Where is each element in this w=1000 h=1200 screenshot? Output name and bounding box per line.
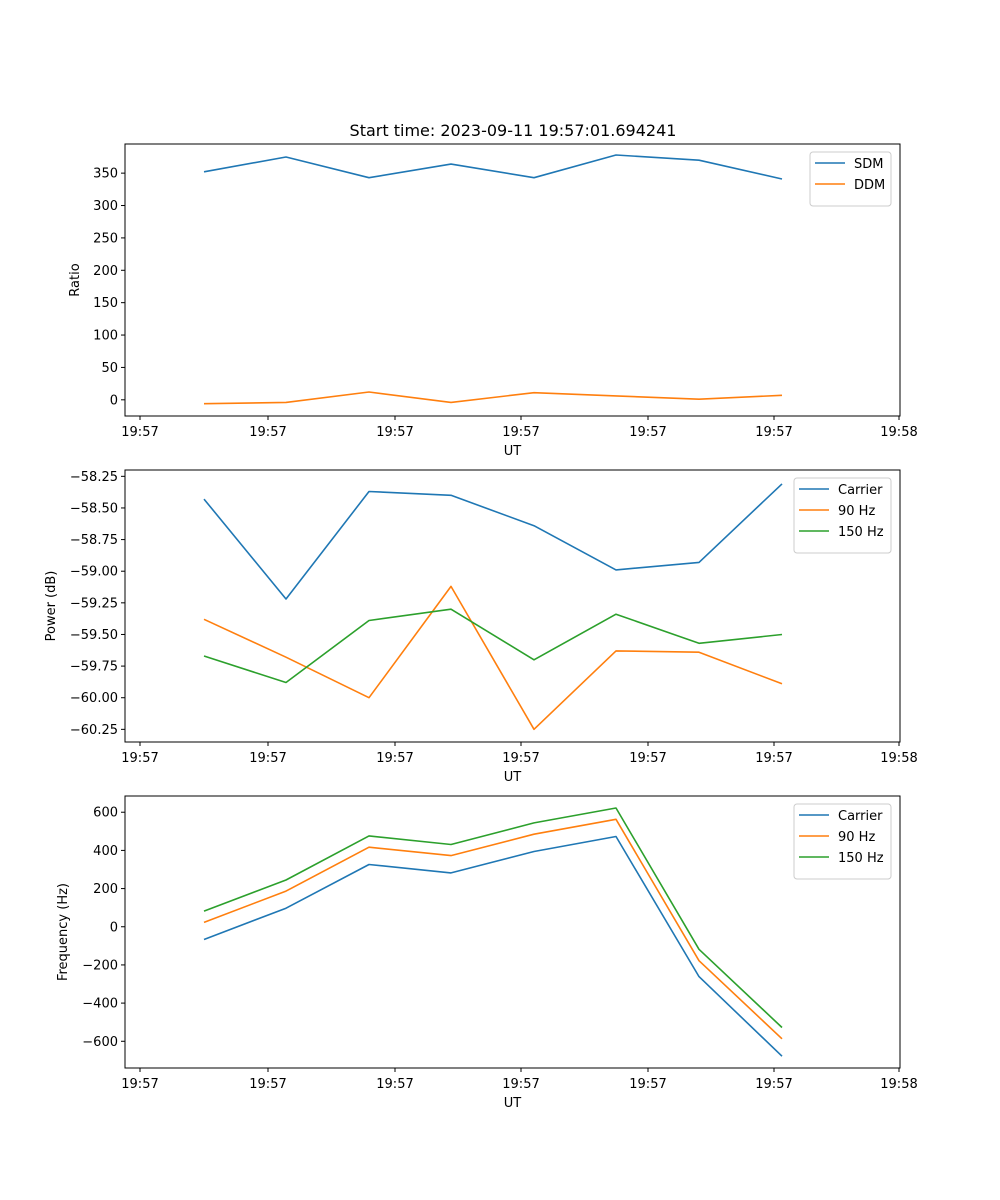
plot-frame <box>124 795 901 1069</box>
y-tick-label: −58.25 <box>70 470 118 485</box>
series-line-carrier <box>203 483 783 600</box>
y-tick-label: 200 <box>93 882 118 897</box>
y-tick-label: 600 <box>93 806 118 821</box>
x-tick-label: 19:57 <box>502 751 539 766</box>
x-tick-label: 19:57 <box>249 425 286 440</box>
legend-label: 90 Hz <box>838 830 875 845</box>
y-tick-label: −59.75 <box>70 660 118 675</box>
legend-label: Carrier <box>838 809 883 824</box>
y-tick-label: 350 <box>93 167 118 182</box>
legend-label: 150 Hz <box>838 851 884 866</box>
series-line-150-hz <box>203 807 783 1029</box>
x-tick-label: 19:57 <box>755 425 792 440</box>
legend-label: DDM <box>854 178 885 193</box>
legend: SDM DDM <box>809 151 892 207</box>
y-tick-label: 300 <box>93 199 118 214</box>
y-tick-label: −600 <box>82 1035 118 1050</box>
x-tick-label: 19:57 <box>502 425 539 440</box>
legend: Carrier 90 Hz 150 Hz <box>793 803 892 880</box>
legend-label: 90 Hz <box>838 504 875 519</box>
series-line-carrier <box>203 835 783 1057</box>
x-tick-label: 19:57 <box>502 1077 539 1092</box>
x-tick-label: 19:57 <box>755 751 792 766</box>
series-line-90-hz <box>203 585 783 731</box>
x-axis-label: UT <box>504 770 522 785</box>
x-axis-label: UT <box>504 1096 522 1111</box>
y-tick-label: 200 <box>93 264 118 279</box>
y-tick-label: −59.25 <box>70 596 118 611</box>
legend-box <box>793 803 892 880</box>
x-tick-label: 19:57 <box>121 751 158 766</box>
legend-label: SDM <box>854 157 883 172</box>
x-tick-label: 19:57 <box>629 425 666 440</box>
x-tick-label: 19:57 <box>376 751 413 766</box>
legend-label: 150 Hz <box>838 525 884 540</box>
x-axis-label: UT <box>504 444 522 459</box>
x-tick-label: 19:57 <box>629 751 666 766</box>
legend: Carrier 90 Hz 150 Hz <box>793 477 892 554</box>
y-axis-label: Power (dB) <box>44 571 59 642</box>
y-tick-label: −58.75 <box>70 533 118 548</box>
y-axis-label: Ratio <box>68 263 83 296</box>
y-axis-label: Frequency (Hz) <box>56 883 71 981</box>
y-tick-label: −60.00 <box>70 691 118 706</box>
x-tick-label: 19:57 <box>121 1077 158 1092</box>
y-tick-label: 0 <box>110 393 118 408</box>
y-tick-label: −59.50 <box>70 628 118 643</box>
figure-title: Start time: 2023-09-11 19:57:01.694241 <box>350 121 677 140</box>
legend-label: Carrier <box>838 483 883 498</box>
x-tick-label: 19:58 <box>880 425 917 440</box>
plot-frame <box>124 469 901 743</box>
x-tick-label: 19:57 <box>629 1077 666 1092</box>
y-tick-label: 50 <box>101 361 118 376</box>
legend-box <box>793 477 892 554</box>
chart-3: −600 −400 −200 0 200 400 600 19:57 19:57 19:57 19:… <box>56 795 918 1111</box>
legend-box <box>809 151 892 207</box>
series-line-ddm <box>203 391 783 405</box>
series-line-150-hz <box>203 608 783 684</box>
y-tick-label: −200 <box>82 958 118 973</box>
y-tick-label: −58.50 <box>70 501 118 516</box>
y-tick-label: 250 <box>93 231 118 246</box>
x-tick-label: 19:57 <box>376 425 413 440</box>
y-tick-label: −59.00 <box>70 565 118 580</box>
x-tick-label: 19:57 <box>121 425 158 440</box>
y-tick-label: −400 <box>82 997 118 1012</box>
plot-frame <box>124 143 901 417</box>
x-tick-label: 19:58 <box>880 1077 917 1092</box>
x-tick-label: 19:58 <box>880 751 917 766</box>
y-tick-label: 100 <box>93 329 118 344</box>
y-tick-label: 150 <box>93 296 118 311</box>
series-line-90-hz <box>203 818 783 1040</box>
y-tick-label: 0 <box>110 920 118 935</box>
chart-2: −60.25 −60.00 −59.75 −59.50 −59.25 −59.00 −58.… <box>44 469 918 785</box>
x-tick-label: 19:57 <box>376 1077 413 1092</box>
y-tick-label: 400 <box>93 844 118 859</box>
series-line-sdm <box>203 154 783 180</box>
y-tick-label: −60.25 <box>70 723 118 738</box>
chart-1: 0 50 100 150 200 250 300 350 19:57 19:57 19:57 19:5… <box>68 143 918 459</box>
x-tick-label: 19:57 <box>249 1077 286 1092</box>
x-tick-label: 19:57 <box>755 1077 792 1092</box>
x-tick-label: 19:57 <box>249 751 286 766</box>
